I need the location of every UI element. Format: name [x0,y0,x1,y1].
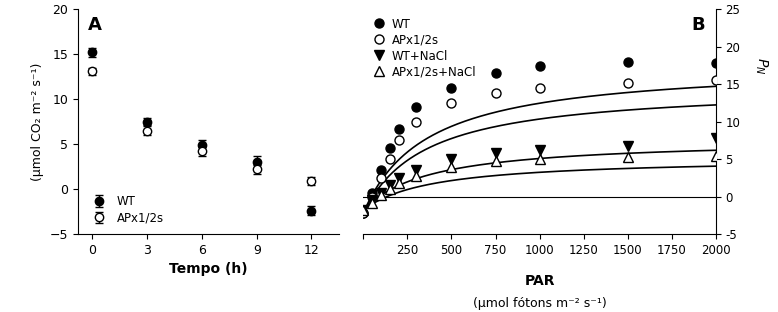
Legend: WT, APx1/2s, WT+NaCl, APx1/2s+NaCl: WT, APx1/2s, WT+NaCl, APx1/2s+NaCl [370,15,478,81]
WT+NaCl [367,198,377,202]
Y-axis label: (μmol CO₂ m⁻² s⁻¹): (μmol CO₂ m⁻² s⁻¹) [31,62,44,181]
WT [377,168,386,172]
APx1/2s+NaCl [394,181,403,185]
WT+NaCl [711,136,720,140]
WT [359,211,368,215]
WT+NaCl [623,144,633,148]
APx1/2s+NaCl [447,165,456,168]
WT+NaCl [359,208,368,212]
WT+NaCl [491,151,500,155]
APx1/2s [447,101,456,105]
APx1/2s [412,120,421,124]
Text: (μmol fótons m⁻² s⁻¹): (μmol fótons m⁻² s⁻¹) [473,297,606,310]
WT [447,86,456,90]
WT [491,71,500,75]
Line: WT+NaCl: WT+NaCl [359,134,720,215]
WT [412,105,421,109]
APx1/2s [623,81,633,85]
Text: A: A [88,16,102,34]
Text: $P_N$: $P_N$ [753,57,769,74]
WT [623,60,633,64]
Line: WT: WT [359,57,720,217]
WT [711,61,720,65]
WT+NaCl [377,191,386,195]
APx1/2s [491,91,500,95]
WT [535,64,545,67]
APx1/2s [711,79,720,82]
APx1/2s+NaCl [359,208,368,212]
APx1/2s [535,86,545,90]
Text: B: B [692,16,705,34]
WT+NaCl [535,148,545,152]
APx1/2s [394,139,403,142]
WT+NaCl [385,183,394,187]
APx1/2s [385,157,394,161]
APx1/2s+NaCl [385,187,394,191]
WT [367,191,377,195]
APx1/2s+NaCl [412,174,421,178]
Line: APx1/2s: APx1/2s [359,76,720,217]
WT+NaCl [394,176,403,180]
APx1/2s [359,211,368,215]
APx1/2s [377,176,386,180]
APx1/2s+NaCl [535,157,545,161]
WT+NaCl [412,168,421,172]
WT [394,127,403,131]
APx1/2s+NaCl [491,159,500,163]
WT+NaCl [447,157,456,161]
Legend: WT, APx1/2s: WT, APx1/2s [84,192,167,228]
APx1/2s+NaCl [367,201,377,204]
APx1/2s [367,195,377,198]
Text: PAR: PAR [524,275,555,288]
APx1/2s+NaCl [711,154,720,158]
APx1/2s+NaCl [623,155,633,159]
Line: APx1/2s+NaCl: APx1/2s+NaCl [359,152,720,215]
APx1/2s+NaCl [377,193,386,197]
X-axis label: Tempo (h): Tempo (h) [169,262,247,276]
WT [385,146,394,150]
